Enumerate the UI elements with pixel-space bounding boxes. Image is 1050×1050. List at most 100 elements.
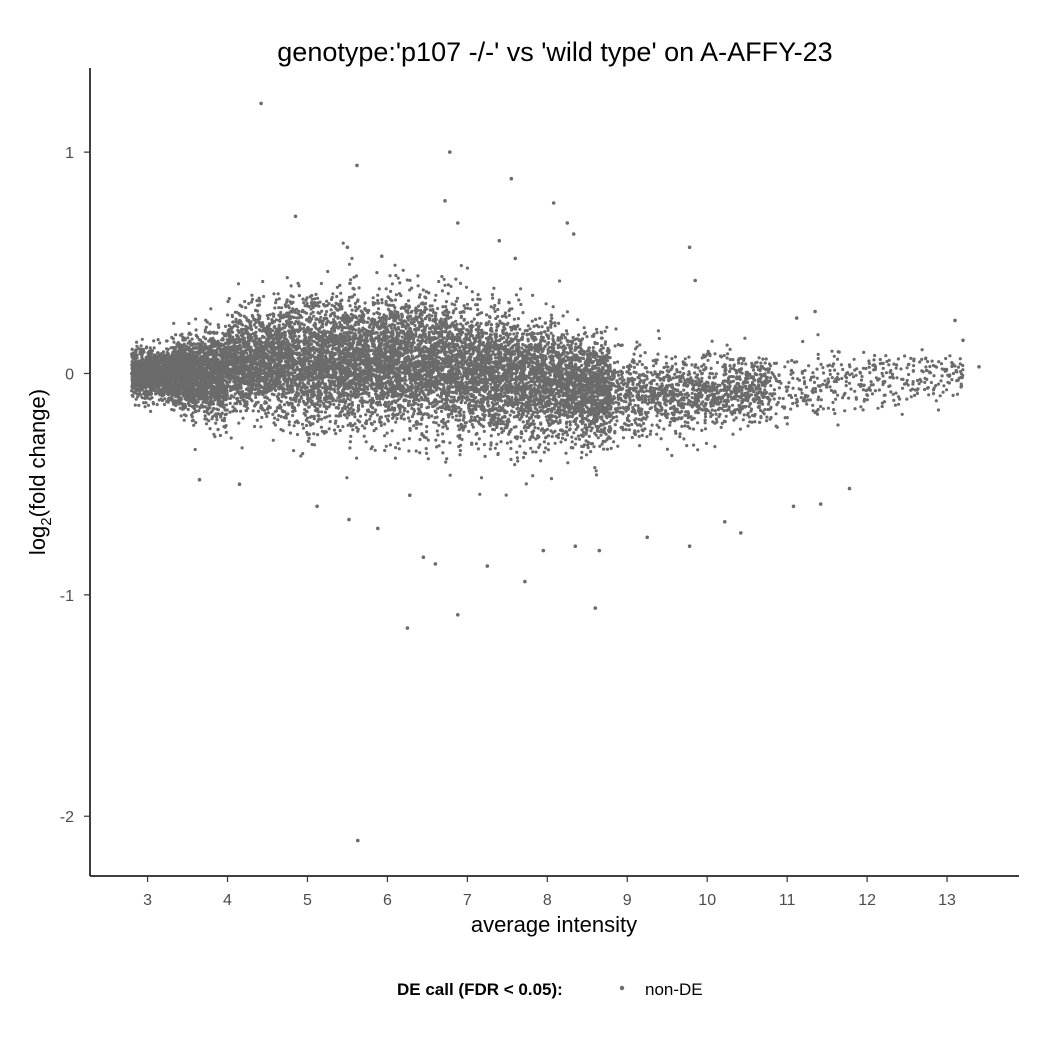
data-point bbox=[703, 412, 708, 416]
data-point bbox=[530, 319, 534, 323]
data-point bbox=[892, 398, 896, 402]
data-point bbox=[497, 301, 501, 305]
data-point bbox=[531, 450, 535, 454]
data-point bbox=[557, 321, 561, 325]
data-point bbox=[643, 351, 647, 355]
data-point bbox=[436, 349, 440, 353]
data-point bbox=[458, 453, 462, 457]
data-point bbox=[236, 282, 241, 286]
data-point bbox=[869, 380, 873, 384]
data-point bbox=[364, 413, 368, 417]
data-point bbox=[615, 419, 619, 423]
data-point bbox=[709, 366, 713, 370]
data-point bbox=[467, 429, 471, 433]
data-point bbox=[479, 476, 484, 480]
data-point bbox=[407, 437, 411, 441]
data-point bbox=[528, 327, 532, 331]
data-point bbox=[266, 316, 270, 321]
data-point bbox=[441, 425, 445, 429]
data-point bbox=[632, 370, 636, 374]
data-point bbox=[254, 325, 258, 329]
data-point bbox=[418, 437, 422, 442]
data-point bbox=[345, 416, 349, 420]
data-point bbox=[266, 349, 270, 353]
data-point bbox=[258, 299, 262, 303]
data-point bbox=[775, 403, 779, 407]
data-point bbox=[728, 357, 732, 362]
data-point bbox=[368, 417, 372, 421]
data-point bbox=[544, 446, 548, 450]
data-point bbox=[652, 364, 656, 368]
data-point bbox=[458, 449, 462, 453]
data-point bbox=[417, 304, 421, 308]
data-point bbox=[317, 304, 321, 308]
data-point bbox=[390, 282, 394, 286]
data-point bbox=[360, 424, 364, 428]
data-point bbox=[525, 414, 529, 418]
data-point bbox=[958, 362, 962, 366]
data-point bbox=[296, 403, 300, 407]
data-point bbox=[384, 287, 388, 291]
data-point bbox=[549, 429, 553, 433]
data-point bbox=[193, 447, 197, 452]
data-point bbox=[203, 414, 207, 418]
data-point bbox=[801, 339, 805, 344]
data-point bbox=[153, 389, 158, 393]
data-point bbox=[950, 364, 954, 368]
data-point bbox=[574, 362, 578, 366]
data-point bbox=[728, 369, 732, 374]
data-point bbox=[424, 447, 428, 451]
data-point bbox=[474, 432, 478, 436]
data-point bbox=[250, 293, 254, 297]
data-point bbox=[643, 366, 647, 370]
data-point bbox=[714, 417, 719, 421]
data-point bbox=[900, 412, 904, 416]
data-point bbox=[328, 414, 332, 418]
data-point bbox=[388, 274, 392, 278]
data-point bbox=[522, 455, 526, 460]
data-point bbox=[328, 420, 332, 424]
data-point bbox=[408, 428, 412, 432]
data-point bbox=[549, 313, 554, 317]
data-point bbox=[476, 328, 481, 332]
data-point bbox=[446, 358, 450, 362]
data-point bbox=[276, 292, 280, 296]
data-point bbox=[341, 425, 345, 429]
data-point bbox=[348, 446, 352, 450]
data-point bbox=[391, 412, 395, 417]
data-point bbox=[191, 411, 195, 415]
data-point bbox=[410, 414, 414, 419]
data-point bbox=[568, 423, 572, 427]
data-point bbox=[256, 409, 261, 413]
data-point bbox=[953, 364, 957, 368]
data-point bbox=[592, 445, 596, 449]
data-point bbox=[350, 308, 354, 312]
data-point bbox=[448, 473, 452, 477]
data-point bbox=[204, 422, 209, 426]
data-point bbox=[495, 442, 499, 446]
data-point bbox=[512, 317, 517, 321]
data-point bbox=[891, 392, 895, 396]
data-point bbox=[873, 389, 878, 393]
data-point bbox=[826, 377, 830, 381]
data-point bbox=[713, 352, 717, 356]
data-point bbox=[488, 447, 492, 451]
data-point bbox=[828, 372, 832, 376]
data-point bbox=[880, 404, 884, 409]
data-point bbox=[515, 450, 519, 454]
data-point bbox=[847, 396, 851, 400]
data-point bbox=[509, 440, 513, 444]
data-point bbox=[307, 420, 311, 424]
data-point bbox=[237, 421, 241, 425]
data-point bbox=[351, 286, 355, 290]
data-point bbox=[631, 394, 635, 398]
data-point bbox=[493, 353, 497, 357]
data-point bbox=[799, 395, 803, 400]
data-point bbox=[576, 395, 580, 399]
data-point bbox=[369, 421, 373, 425]
data-point bbox=[854, 373, 858, 377]
data-point bbox=[787, 381, 791, 385]
data-point bbox=[576, 318, 580, 322]
data-point bbox=[482, 418, 486, 422]
data-point bbox=[462, 304, 466, 308]
